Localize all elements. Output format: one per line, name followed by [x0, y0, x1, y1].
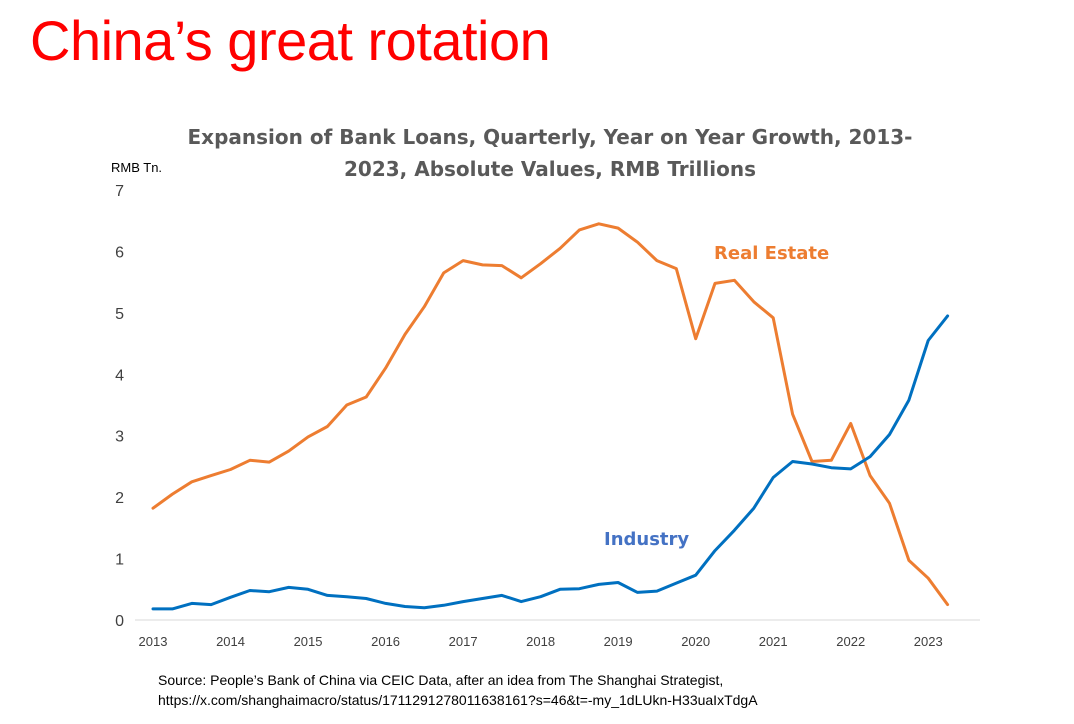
chart-title-line-2: 2023, Absolute Values, RMB Trillions [344, 157, 756, 181]
y-tick-label: 7 [115, 183, 124, 200]
y-axis-ticks: 0 1 2 3 4 5 6 7 [115, 183, 124, 630]
source-line-2: https://x.com/shanghaimacro/status/17112… [158, 692, 758, 708]
x-tick-label: 2013 [139, 634, 168, 649]
x-tick-label: 2023 [914, 634, 943, 649]
y-tick-label: 3 [115, 429, 124, 446]
y-tick-label: 2 [115, 490, 124, 507]
y-axis-unit-label: RMB Tn. [111, 160, 162, 175]
x-tick-label: 2018 [526, 634, 555, 649]
x-tick-label: 2020 [681, 634, 710, 649]
x-tick-label: 2016 [371, 634, 400, 649]
series-lines [151, 222, 950, 611]
x-tick-label: 2015 [294, 634, 323, 649]
x-tick-label: 2021 [759, 634, 788, 649]
source-line-1: Source: People’s Bank of China via CEIC … [158, 672, 724, 688]
x-tick-label: 2022 [836, 634, 865, 649]
x-tick-label: 2014 [216, 634, 245, 649]
y-tick-label: 5 [115, 306, 124, 323]
y-tick-label: 4 [115, 367, 124, 384]
y-tick-label: 6 [115, 244, 124, 261]
real-estate-label: Real Estate [714, 243, 829, 264]
y-tick-label: 1 [115, 552, 124, 569]
industry-label: Industry [604, 529, 689, 550]
x-tick-label: 2017 [449, 634, 478, 649]
y-tick-label: 0 [115, 613, 124, 630]
industry-series-line [151, 314, 950, 611]
slide-title: China’s great rotation [30, 9, 551, 72]
x-axis-ticks: 2013 2014 2015 2016 2017 2018 2019 2020 2021 2022… [139, 634, 943, 649]
real-estate-series-line [151, 222, 950, 607]
chart-title-line-1: Expansion of Bank Loans, Quarterly, Year… [188, 125, 913, 149]
x-tick-label: 2019 [604, 634, 633, 649]
source-note: Source: People’s Bank of China via CEIC … [158, 670, 758, 710]
